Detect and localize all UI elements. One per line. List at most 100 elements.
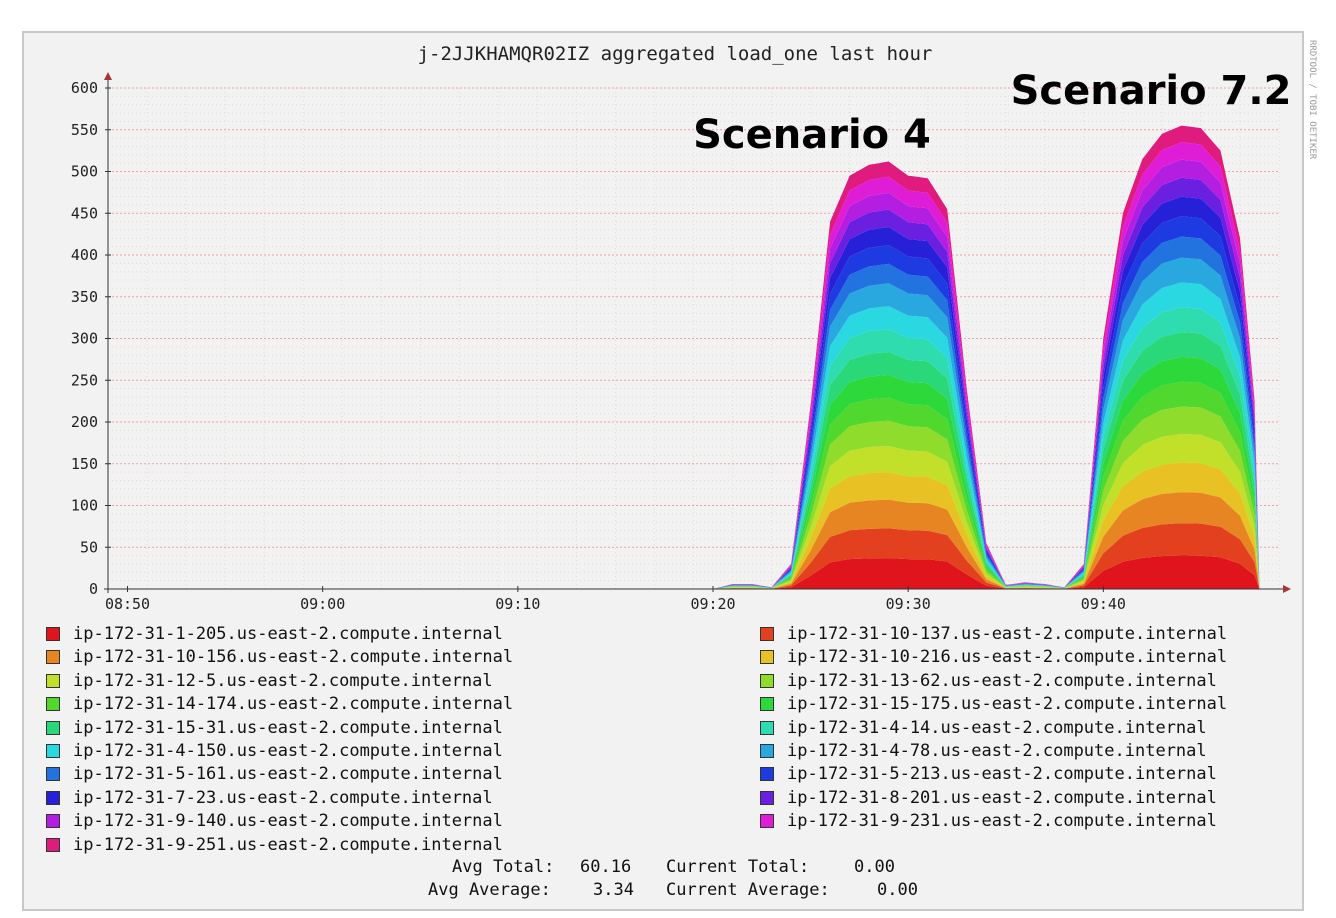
legend-item: ip-172-31-10-156.us-east-2.compute.inter… <box>46 646 513 668</box>
current-average-label: Current Average: <box>666 880 830 900</box>
legend-swatch <box>760 627 774 641</box>
legend-label: ip-172-31-10-156.us-east-2.compute.inter… <box>73 647 514 668</box>
x-tick-label: 09:00 <box>300 595 345 613</box>
legend-label: ip-172-31-12-5.us-east-2.compute.interna… <box>73 670 493 691</box>
y-tick-label: 250 <box>71 371 98 389</box>
chart-title: j-2JJKHAMQR02IZ aggregated load_one last… <box>418 43 933 65</box>
legend-label: ip-172-31-4-78.us-east-2.compute.interna… <box>787 741 1207 761</box>
legend-item: ip-172-31-14-174.us-east-2.compute.inter… <box>46 693 513 715</box>
legend-label: ip-172-31-9-231.us-east-2.compute.intern… <box>787 811 1217 832</box>
x-tick-label: 09:10 <box>495 595 540 613</box>
legend-label: ip-172-31-10-137.us-east-2.compute.inter… <box>787 624 1228 644</box>
legend-swatch <box>760 744 774 758</box>
legend-label: ip-172-31-15-31.us-east-2.compute.intern… <box>73 717 503 738</box>
legend-item: ip-172-31-8-201.us-east-2.compute.intern… <box>760 787 1217 809</box>
legend-label: ip-172-31-9-251.us-east-2.compute.intern… <box>73 834 503 855</box>
legend-item: ip-172-31-4-14.us-east-2.compute.interna… <box>760 717 1207 739</box>
legend-label: ip-172-31-9-140.us-east-2.compute.intern… <box>73 811 503 832</box>
area-series-3 <box>713 462 1260 589</box>
legend-swatch <box>760 673 774 688</box>
area-series-10 <box>713 282 1260 589</box>
x-tick-label: 09:40 <box>1081 595 1126 613</box>
legend-item: ip-172-31-9-140.us-east-2.compute.intern… <box>46 810 503 832</box>
scenario-7-2-annotation: Scenario 7.2 <box>1011 68 1292 114</box>
legend-label: ip-172-31-7-23.us-east-2.compute.interna… <box>73 787 493 808</box>
avg-total-label: Avg Total: <box>452 857 555 877</box>
legend-swatch <box>760 720 774 735</box>
legend-item: ip-172-31-13-62.us-east-2.compute.intern… <box>760 670 1217 692</box>
axes: 0 50 100 150 200 250 300 350 400 450 500 550 600 08:5… <box>71 72 1291 613</box>
area-series-4 <box>713 433 1260 589</box>
y-tick-label: 500 <box>71 163 98 181</box>
legend-item: ip-172-31-1-205.us-east-2.compute.intern… <box>46 623 503 645</box>
legend-swatch <box>46 673 60 688</box>
y-tick-label: 50 <box>80 538 98 556</box>
avg-average-label: Avg Average: <box>428 880 551 900</box>
legend-label: ip-172-31-14-174.us-east-2.compute.inter… <box>73 694 514 715</box>
current-total-value: 0.00 <box>854 857 895 877</box>
legend-swatch <box>46 814 60 829</box>
legend-swatch <box>46 790 60 805</box>
y-tick-label: 400 <box>71 246 98 264</box>
legend-item: ip-172-31-9-231.us-east-2.compute.intern… <box>760 810 1217 832</box>
legend-swatch <box>46 697 60 712</box>
legend-swatch <box>760 650 774 665</box>
avg-average-value: 3.34 <box>593 880 634 900</box>
y-axis-arrow <box>104 72 112 80</box>
y-tick-label: 550 <box>71 121 98 139</box>
legend-label: ip-172-31-10-216.us-east-2.compute.inter… <box>787 647 1228 668</box>
legend-label: ip-172-31-5-213.us-east-2.compute.intern… <box>787 764 1217 785</box>
legend-label: ip-172-31-13-62.us-east-2.compute.intern… <box>787 670 1217 691</box>
legend-item: ip-172-31-10-216.us-east-2.compute.inter… <box>760 646 1227 668</box>
y-tick-label: 200 <box>71 413 98 431</box>
legend-label: ip-172-31-5-161.us-east-2.compute.intern… <box>73 764 503 785</box>
y-tick-label: 0 <box>89 580 98 598</box>
area-series-7 <box>713 356 1260 589</box>
scenario-4-annotation: Scenario 4 <box>693 112 931 158</box>
legend-swatch <box>46 744 60 758</box>
legend-item: ip-172-31-7-23.us-east-2.compute.interna… <box>46 787 493 809</box>
legend-item: ip-172-31-4-78.us-east-2.compute.interna… <box>760 740 1207 762</box>
area-series-9 <box>713 307 1260 589</box>
current-total-label: Current Total: <box>666 857 810 877</box>
legend-swatch <box>46 837 60 852</box>
legend-item: ip-172-31-5-161.us-east-2.compute.intern… <box>46 763 503 785</box>
y-tick-label: 150 <box>71 455 98 473</box>
area-series-6 <box>713 381 1260 589</box>
legend-swatch <box>46 627 60 641</box>
current-average-value: 0.00 <box>877 880 918 900</box>
legend-label: ip-172-31-4-14.us-east-2.compute.interna… <box>787 717 1207 738</box>
y-tick-label: 300 <box>71 330 98 348</box>
legend-item: ip-172-31-4-150.us-east-2.compute.intern… <box>46 740 503 762</box>
legend-swatch <box>46 720 60 735</box>
x-tick-label: 08:50 <box>105 595 150 613</box>
area-series-1 <box>713 523 1260 589</box>
area-series-8 <box>713 332 1260 589</box>
legend-swatch <box>46 767 60 782</box>
legend-swatch <box>46 650 60 665</box>
x-axis-arrow <box>1283 585 1291 593</box>
x-tick-label: 09:30 <box>886 595 931 613</box>
legend-swatch <box>760 790 774 805</box>
legend-swatch <box>760 697 774 712</box>
x-tick-label: 09:20 <box>690 595 735 613</box>
legend-item: ip-172-31-10-137.us-east-2.compute.inter… <box>760 623 1227 645</box>
legend-swatch <box>760 814 774 829</box>
legend-item: ip-172-31-9-251.us-east-2.compute.intern… <box>46 834 503 856</box>
area-series-2 <box>713 492 1260 589</box>
rrdtool-credit: RRDTOOL / TOBI OETIKER <box>1307 40 1317 160</box>
area-series-5 <box>713 406 1260 589</box>
avg-total-value: 60.16 <box>580 857 632 877</box>
legend-label: ip-172-31-15-175.us-east-2.compute.inter… <box>787 694 1228 715</box>
area-series-11 <box>713 257 1260 589</box>
legend-label: ip-172-31-8-201.us-east-2.compute.intern… <box>787 787 1217 808</box>
legend-item: ip-172-31-15-31.us-east-2.compute.intern… <box>46 717 503 739</box>
legend-item: ip-172-31-15-175.us-east-2.compute.inter… <box>760 693 1227 715</box>
legend-label: ip-172-31-1-205.us-east-2.compute.intern… <box>73 624 503 644</box>
stacked-areas <box>713 125 1260 589</box>
legend-swatch <box>760 767 774 782</box>
legend-label: ip-172-31-4-150.us-east-2.compute.intern… <box>73 741 503 761</box>
y-tick-label: 350 <box>71 288 98 306</box>
legend-item: ip-172-31-12-5.us-east-2.compute.interna… <box>46 670 493 692</box>
